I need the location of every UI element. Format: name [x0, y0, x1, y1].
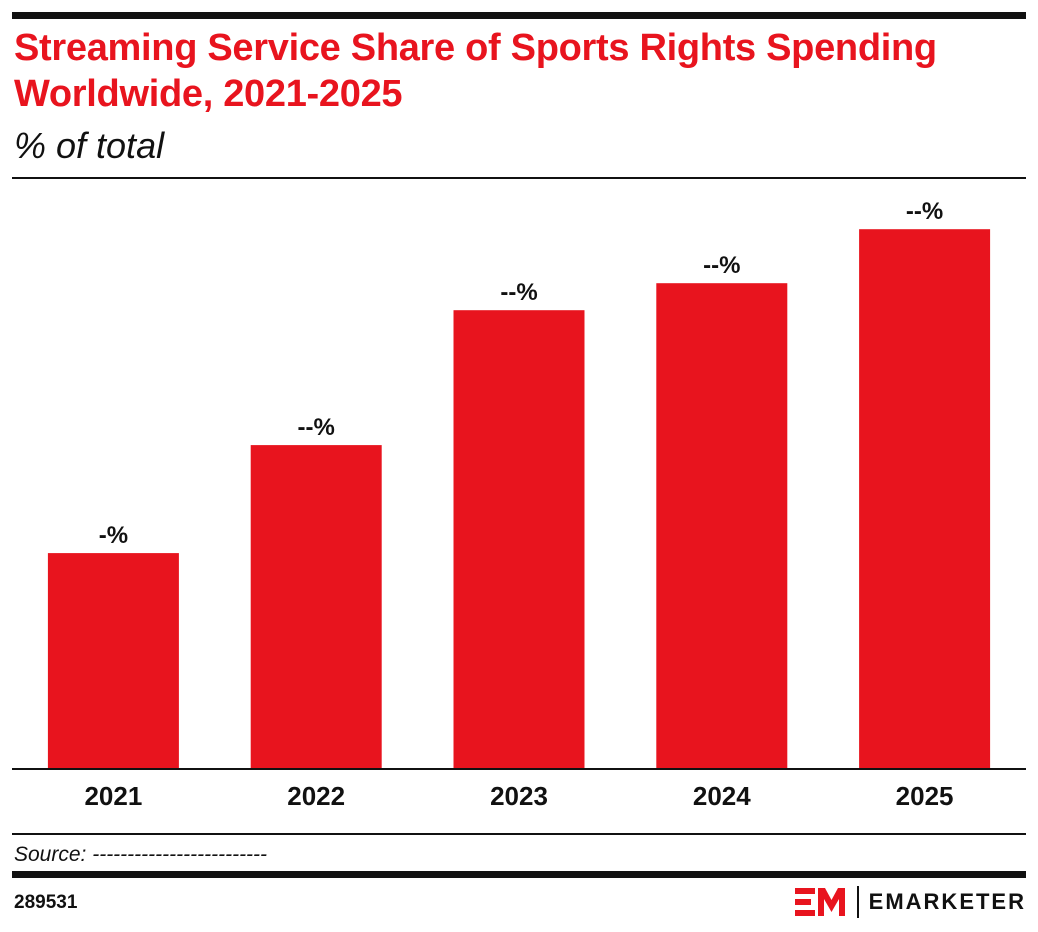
- chart-subtitle: % of total: [14, 125, 165, 166]
- bar-2023: [453, 310, 585, 769]
- x-tick-label-2024: 2024: [693, 781, 751, 811]
- footer-rule: [12, 871, 1026, 878]
- x-tick-label-2022: 2022: [287, 781, 345, 811]
- x-tick-label-2021: 2021: [84, 781, 142, 811]
- chart-id: 289531: [14, 892, 78, 913]
- emarketer-logo: EMARKETER: [794, 884, 1026, 920]
- em-logo-icon: [794, 888, 845, 916]
- data-label-2024: --%: [703, 252, 740, 279]
- top-rule: [12, 12, 1026, 19]
- bar-2021: [47, 553, 179, 769]
- x-tick-label-2025: 2025: [896, 781, 954, 811]
- x-tick-label-2023: 2023: [490, 781, 548, 811]
- source-note: Source: -------------------------: [14, 843, 268, 866]
- logo-divider: [856, 886, 859, 918]
- bars-group: -% 2021 --% 2022 --% 2023 --% 2024 --% 2025: [47, 198, 991, 811]
- chart-title: Streaming Service Share of Sports Rights…: [14, 27, 937, 115]
- data-label-2021: -%: [99, 522, 128, 549]
- subtitle-rule: [12, 177, 1026, 179]
- brand-name: EMARKETER: [868, 889, 1026, 914]
- bar-2022: [250, 445, 382, 769]
- data-label-2023: --%: [500, 279, 537, 306]
- source-rule: [12, 833, 1026, 835]
- bar-2024: [656, 283, 788, 769]
- data-label-2022: --%: [298, 414, 335, 441]
- data-label-2025: --%: [906, 198, 943, 225]
- bar-2025: [859, 229, 991, 769]
